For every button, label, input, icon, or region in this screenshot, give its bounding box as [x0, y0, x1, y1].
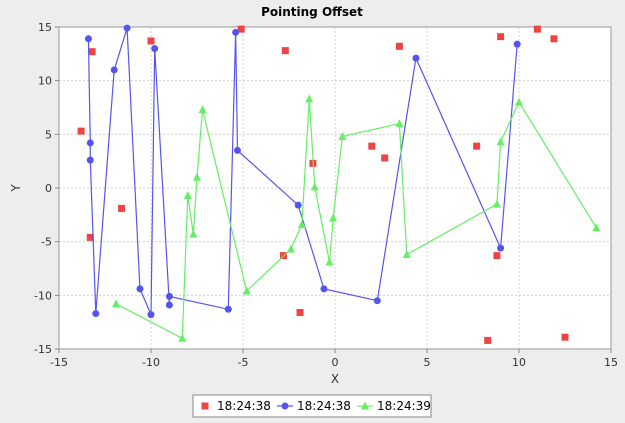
- y-tick-label: -15: [34, 343, 52, 356]
- data-point: [373, 297, 381, 305]
- data-point: [178, 333, 187, 342]
- data-point: [561, 333, 569, 341]
- data-point: [237, 25, 245, 33]
- data-point: [473, 142, 481, 150]
- y-tick-label: -10: [34, 289, 52, 302]
- series-3-line: [115, 98, 597, 340]
- data-point: [320, 285, 328, 293]
- data-point: [86, 139, 94, 147]
- data-point: [297, 219, 306, 228]
- series-2: [84, 24, 521, 319]
- axes: -15 -10 -5 0 5 10 15 -15 -10 -5 0 5 10 15: [34, 21, 618, 369]
- x-tick-label: -10: [142, 356, 160, 369]
- data-point: [294, 201, 302, 209]
- data-point: [193, 172, 201, 181]
- data-point: [497, 244, 505, 252]
- legend: 18:24:38 18:24:38 18:24:39: [192, 394, 432, 418]
- data-point: [183, 191, 192, 200]
- series-layer: [77, 24, 601, 344]
- data-point: [492, 199, 501, 208]
- data-point: [497, 33, 505, 41]
- data-point: [329, 213, 338, 222]
- chart-title: Pointing Offset: [261, 5, 363, 19]
- data-point: [88, 48, 96, 56]
- data-point: [325, 257, 334, 266]
- legend-item: 18:24:39: [357, 399, 431, 413]
- x-tick-label: -15: [50, 356, 68, 369]
- data-point: [147, 311, 155, 319]
- series-3: [112, 94, 601, 342]
- y-tick-label: 10: [38, 75, 52, 88]
- x-tick-label: 10: [512, 356, 526, 369]
- legend-label: 18:24:38: [297, 399, 351, 413]
- legend-item: 18:24:38: [277, 399, 351, 413]
- x-axis-title: X: [331, 372, 339, 386]
- x-tick-label: 5: [424, 356, 431, 369]
- legend-marker: [281, 402, 289, 410]
- legend-label: 18:24:39: [377, 399, 431, 413]
- data-point: [395, 42, 403, 50]
- data-point: [77, 127, 85, 135]
- data-point: [496, 137, 505, 146]
- y-tick-label: -5: [41, 236, 52, 249]
- data-point: [233, 146, 241, 154]
- y-axis-title: Y: [9, 184, 23, 193]
- data-point: [381, 154, 389, 162]
- data-point: [147, 37, 155, 45]
- x-tick-label: 15: [604, 356, 618, 369]
- data-point: [110, 66, 118, 74]
- data-point: [305, 94, 314, 103]
- plot-border: [58, 26, 612, 350]
- x-tick-label: 0: [332, 356, 339, 369]
- data-point: [86, 233, 94, 241]
- data-point: [286, 244, 295, 253]
- data-point: [242, 286, 251, 295]
- data-point: [151, 44, 159, 52]
- data-point: [513, 40, 521, 48]
- legend-item: 18:24:38: [201, 399, 271, 413]
- data-point: [112, 299, 121, 308]
- data-point: [493, 252, 501, 260]
- data-point: [281, 47, 289, 55]
- y-tick-label: 5: [45, 128, 52, 141]
- data-point: [224, 305, 232, 313]
- data-point: [368, 142, 376, 150]
- data-point: [402, 250, 411, 259]
- series-2-line: [87, 27, 518, 315]
- data-point: [123, 24, 131, 32]
- data-point: [550, 35, 558, 43]
- y-tick-label: 0: [45, 182, 52, 195]
- legend-box: [192, 394, 432, 418]
- data-point: [310, 182, 319, 191]
- legend-marker: [201, 402, 209, 410]
- data-point: [412, 54, 420, 62]
- data-point: [296, 309, 304, 317]
- x-tick-label: -5: [238, 356, 249, 369]
- legend-label: 18:24:38: [217, 399, 271, 413]
- data-point: [395, 119, 404, 128]
- data-point: [232, 28, 240, 36]
- legend-marker: [361, 401, 369, 410]
- data-point: [338, 131, 347, 140]
- data-point: [86, 156, 94, 164]
- data-point: [189, 229, 198, 238]
- data-point: [118, 204, 126, 212]
- data-point: [84, 35, 92, 43]
- data-point: [533, 25, 541, 33]
- data-point: [198, 105, 207, 114]
- data-point: [136, 285, 144, 293]
- data-point: [165, 301, 173, 309]
- data-point: [92, 310, 100, 318]
- data-point: [165, 292, 173, 300]
- data-point: [592, 223, 601, 232]
- data-point: [484, 336, 492, 344]
- data-point: [515, 97, 523, 106]
- y-tick-label: 15: [38, 21, 52, 34]
